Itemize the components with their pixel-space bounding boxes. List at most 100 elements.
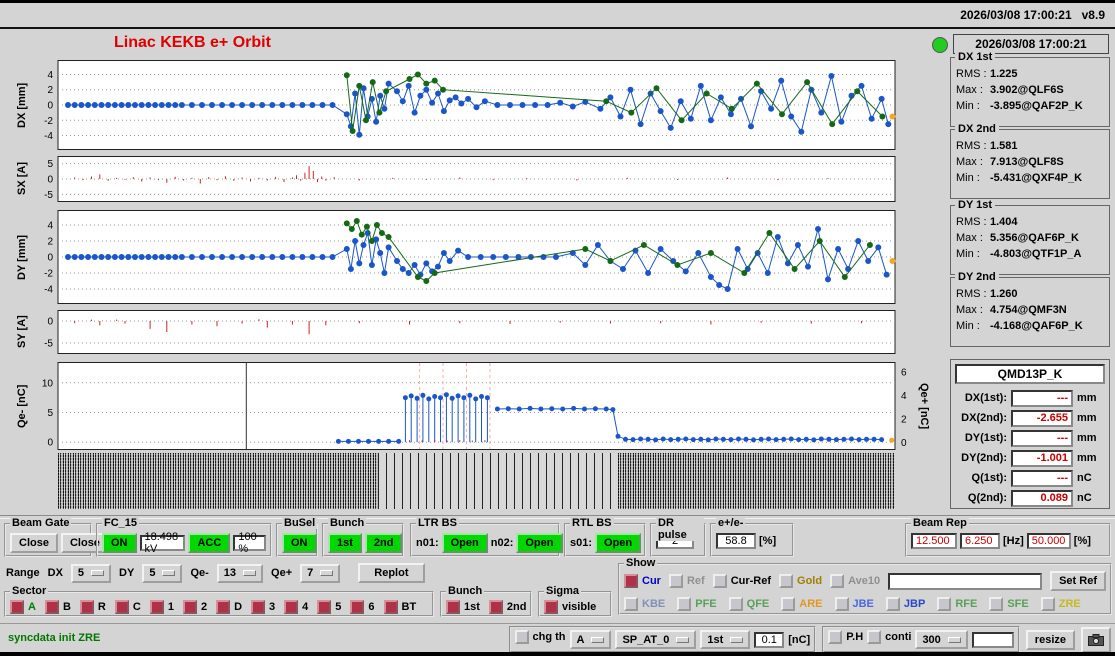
gold-checkbox[interactable] [779, 574, 794, 588]
toggle-3[interactable]: 3 [251, 600, 275, 614]
2-checkbox[interactable] [182, 600, 197, 614]
bunch-mode-select[interactable]: 1st [700, 630, 751, 649]
ltr-n01-open-button[interactable]: Open [441, 533, 488, 553]
d-checkbox[interactable] [216, 600, 231, 614]
q2-value: 0.089 [1011, 489, 1073, 507]
ref-checkbox[interactable] [668, 574, 683, 588]
threshold-field[interactable]: 0.1 [754, 631, 785, 648]
points-select[interactable]: 300 [915, 630, 968, 649]
resize-button[interactable]: resize [1025, 629, 1075, 650]
set-ref-button[interactable]: Set Ref [1050, 571, 1106, 591]
cur-checkbox[interactable] [624, 574, 638, 588]
jbp-checkbox[interactable] [885, 597, 900, 611]
toggle-1[interactable]: 1 [149, 600, 174, 614]
2nd-checkbox[interactable] [488, 600, 503, 614]
toggle-cur-ref[interactable]: Cur-Ref [712, 574, 771, 588]
toggle-ref[interactable]: Ref [668, 574, 705, 588]
toggle-r[interactable]: R [79, 600, 106, 614]
toggle-qfe[interactable]: QFE [728, 597, 769, 611]
sp-select[interactable]: SP_AT_0 [615, 630, 697, 649]
beam-gate-close-1-button[interactable]: Close [10, 533, 58, 553]
toggle-gold[interactable]: Gold [779, 574, 822, 588]
cur-ref-checkbox[interactable] [712, 574, 727, 588]
toggle-4[interactable]: 4 [284, 600, 308, 614]
toggle-b[interactable]: B [44, 600, 71, 614]
conti-checkbox[interactable] [867, 630, 882, 644]
ref-name-input[interactable] [888, 572, 1043, 590]
toggle-zre[interactable]: ZRE [1040, 597, 1081, 611]
range-qep-select[interactable]: 7 [300, 563, 341, 583]
5-checkbox[interactable] [317, 600, 332, 614]
pfe-checkbox[interactable] [677, 597, 692, 611]
fc15-on-button[interactable]: ON [102, 533, 137, 553]
3-checkbox[interactable] [251, 600, 266, 614]
range-qem-select[interactable]: 13 [216, 563, 264, 583]
ltr-n02-open-button[interactable]: Open [516, 533, 563, 553]
b-checkbox[interactable] [44, 600, 59, 614]
fc15-kv-field[interactable]: 18.498 kV [139, 531, 186, 555]
chg-th-checkbox[interactable] [514, 630, 529, 644]
toggle-p-h[interactable]: P.H [828, 630, 863, 644]
fc15-percent-field[interactable]: 100 % [233, 531, 266, 555]
rfe-checkbox[interactable] [937, 597, 952, 611]
1st-checkbox[interactable] [446, 600, 460, 614]
visible-checkbox[interactable] [544, 600, 558, 614]
toggle-a[interactable]: A [10, 600, 36, 614]
4-checkbox[interactable] [284, 600, 299, 614]
busel-on-button[interactable]: ON [282, 533, 317, 553]
kbe-checkbox[interactable] [624, 597, 638, 611]
monitor-name-field[interactable]: QMD13P_K [955, 364, 1105, 384]
beam-rep-duty-field[interactable]: 50.000 [1026, 533, 1071, 549]
dr-pulse-label: DR pulse [656, 517, 704, 541]
range-dy-select[interactable]: 5 [142, 563, 183, 583]
toggle-sfe[interactable]: SFE [989, 597, 1029, 611]
p-h-checkbox[interactable] [828, 630, 843, 644]
jbe-checkbox[interactable] [834, 597, 849, 611]
toggle-jbp[interactable]: JBP [885, 597, 925, 611]
rtl-s01-open-button[interactable]: Open [595, 533, 642, 553]
extra-field[interactable] [971, 631, 1014, 648]
range-dx-select[interactable]: 5 [70, 563, 112, 583]
replot-button[interactable]: Replot [358, 563, 425, 583]
toggle-pfe[interactable]: PFE [677, 597, 717, 611]
toggle-2nd[interactable]: 2nd [488, 600, 526, 614]
bunch-1st-button[interactable]: 1st [328, 533, 362, 553]
toggle-rfe[interactable]: RFE [937, 597, 977, 611]
toggle-kbe[interactable]: KBE [624, 597, 665, 611]
screenshot-button[interactable] [1081, 626, 1111, 652]
toggle-visible[interactable]: visible [544, 600, 596, 614]
toggle-bt[interactable]: BT [383, 600, 416, 614]
toggle-c[interactable]: C [114, 600, 141, 614]
toggle-cur[interactable]: Cur [624, 574, 661, 588]
toggle-jbe[interactable]: JBE [834, 597, 874, 611]
beam-rep-rate1-field[interactable]: 12.500 [911, 533, 957, 549]
zre-checkbox[interactable] [1040, 597, 1055, 611]
toggle-d[interactable]: D [216, 600, 242, 614]
6-checkbox[interactable] [350, 600, 365, 614]
a-checkbox[interactable] [10, 600, 24, 614]
bt-checkbox[interactable] [383, 600, 398, 614]
mode-select[interactable]: A [569, 630, 612, 649]
ave10-checkbox[interactable] [830, 574, 845, 588]
toggle-5[interactable]: 5 [317, 600, 341, 614]
toggle-2[interactable]: 2 [182, 600, 207, 614]
toggle-1st[interactable]: 1st [446, 600, 480, 614]
qfe-checkbox[interactable] [728, 597, 743, 611]
bunch-2nd-button[interactable]: 2nd [364, 533, 403, 553]
stats-dy-2nd: DY 2nd RMS :1.260 Max : 4.754@QMF3N Min :… [950, 271, 1110, 347]
toggle-are[interactable]: ARE [781, 597, 823, 611]
ratio-field[interactable]: 58.8 [716, 533, 756, 549]
r-checkbox[interactable] [79, 600, 94, 614]
are-checkbox[interactable] [781, 597, 796, 611]
toggle-6[interactable]: 6 [350, 600, 375, 614]
sfe-checkbox[interactable] [989, 597, 1004, 611]
toggle-conti[interactable]: conti [867, 630, 911, 644]
5-label: 5 [335, 601, 342, 613]
1-checkbox[interactable] [149, 600, 164, 614]
toggle-ave10[interactable]: Ave10 [830, 574, 880, 588]
fc15-acc-button[interactable]: ACC [188, 533, 231, 553]
toggle-chg-th[interactable]: chg th [514, 630, 566, 644]
c-checkbox[interactable] [114, 600, 129, 614]
r-label: R [97, 601, 106, 613]
beam-rep-rate2-field[interactable]: 6.250 [960, 533, 1000, 549]
